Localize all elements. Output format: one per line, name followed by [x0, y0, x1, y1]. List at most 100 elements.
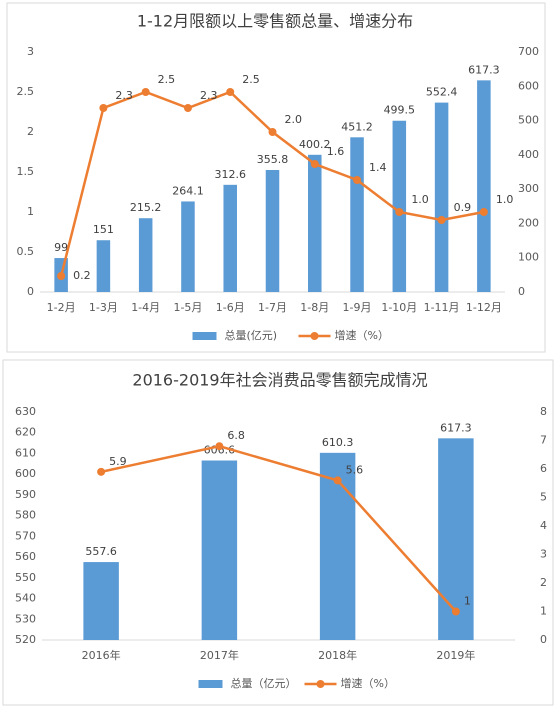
marker: [99, 104, 108, 112]
y2-tick-label: 200: [518, 216, 539, 229]
value-label: 5.9: [109, 455, 127, 468]
marker: [97, 467, 106, 476]
y-tick-label: 2.5: [17, 85, 35, 98]
legend-swatch: [192, 332, 217, 340]
y2-tick-label: 500: [518, 114, 539, 127]
x-tick-label: 1-3月: [89, 301, 118, 314]
y2-tick-label: 300: [518, 182, 539, 195]
bar: [477, 80, 491, 293]
legend-label: 总量（亿元）: [231, 676, 297, 690]
marker: [353, 176, 362, 184]
bar: [434, 102, 449, 292]
y-tick-label: 550: [15, 571, 36, 584]
x-tick-label: 2016年: [82, 648, 121, 662]
y-tick-label: 630: [15, 405, 36, 418]
legend-label: 增速（%）: [335, 328, 389, 342]
x-tick-label: 1-10月: [381, 301, 417, 314]
y-tick-label: 3: [27, 45, 34, 58]
y2-tick-label: 100: [518, 251, 539, 264]
bar: [392, 120, 407, 292]
x-tick-label: 2018年: [318, 648, 357, 662]
marker: [479, 208, 488, 216]
y2-tick-label: 700: [518, 45, 539, 58]
value-label: 215.2: [130, 201, 162, 214]
y-tick-label: 2: [27, 125, 34, 138]
value-label: 1: [464, 595, 471, 608]
value-label: 1.6: [327, 145, 345, 158]
bar: [223, 184, 237, 292]
y2-tick-label: 2: [540, 576, 547, 589]
x-tick-label: 1-5月: [173, 301, 202, 314]
bar: [181, 201, 195, 292]
value-label: 400.2: [299, 138, 331, 151]
chart-title: 1-12月限额以上零售额总量、增速分布: [137, 12, 413, 31]
y-tick-label: 600: [15, 467, 36, 480]
bar: [265, 170, 280, 292]
value-label: 451.2: [341, 120, 373, 133]
value-label: 264.1: [172, 184, 204, 197]
y-tick-label: 520: [15, 633, 36, 646]
bar: [83, 562, 119, 640]
y2-tick-label: 5: [540, 491, 547, 504]
y-tick-label: 570: [15, 529, 36, 542]
value-label: 355.8: [257, 153, 289, 166]
y-tick-label: 580: [15, 509, 36, 522]
y-tick-label: 540: [15, 592, 36, 605]
x-tick-label: 2017年: [200, 648, 239, 662]
bar: [201, 460, 238, 640]
value-label: 2.3: [200, 89, 218, 102]
value-label: 1.0: [411, 193, 429, 206]
value-label: 1.4: [369, 161, 387, 174]
bar: [138, 218, 153, 292]
y2-tick-label: 1: [540, 605, 547, 618]
legend-swatch: [316, 680, 325, 688]
marker: [141, 88, 150, 96]
x-tick-label: 1-7月: [258, 301, 287, 314]
marker: [215, 442, 224, 451]
value-label: 2.0: [285, 113, 303, 126]
value-label: 2.3: [115, 89, 133, 102]
legend-label: 总量(亿元): [225, 328, 278, 342]
bar: [438, 438, 474, 640]
x-tick-label: 1-9月: [343, 301, 372, 314]
value-label: 617.3: [468, 63, 500, 76]
marker: [437, 216, 446, 224]
y-tick-label: 560: [15, 550, 36, 563]
y2-tick-label: 3: [540, 548, 547, 561]
y-tick-label: 610: [15, 446, 36, 459]
bar: [96, 240, 111, 292]
legend-swatch: [198, 680, 223, 688]
value-label: 151: [93, 223, 114, 236]
marker: [268, 128, 277, 136]
x-tick-label: 2019年: [436, 648, 475, 662]
x-tick-label: 1-4月: [131, 301, 160, 314]
value-label: 0.9: [454, 201, 472, 214]
y2-tick-label: 600: [518, 79, 539, 92]
value-label: 557.6: [85, 545, 117, 558]
value-label: 2.5: [242, 73, 260, 86]
x-tick-label: 1-12月: [466, 301, 502, 314]
y2-tick-label: 6: [540, 462, 547, 475]
marker: [57, 272, 66, 280]
legend-swatch: [310, 332, 319, 340]
y-tick-label: 0: [27, 285, 34, 298]
chart-title: 2016-2019年社会消费品零售额完成情况: [132, 371, 427, 390]
x-tick-label: 1-2月: [47, 301, 76, 314]
bar: [308, 154, 322, 292]
value-label: 2.5: [158, 73, 176, 86]
value-label: 610.3: [322, 436, 354, 449]
y-tick-label: 620: [15, 426, 36, 439]
x-tick-label: 1-8月: [300, 301, 329, 314]
marker: [183, 104, 192, 112]
y2-tick-label: 7: [540, 434, 547, 447]
x-tick-label: 1-6月: [216, 301, 245, 314]
legend-label: 增速（%）: [341, 676, 395, 690]
y-tick-label: 1: [27, 205, 34, 218]
marker: [451, 607, 460, 616]
y-tick-label: 530: [15, 612, 36, 625]
value-label: 99: [54, 241, 68, 254]
y-tick-label: 0.5: [17, 245, 35, 258]
y2-tick-label: 400: [518, 148, 539, 161]
value-label: 617.3: [440, 421, 472, 434]
